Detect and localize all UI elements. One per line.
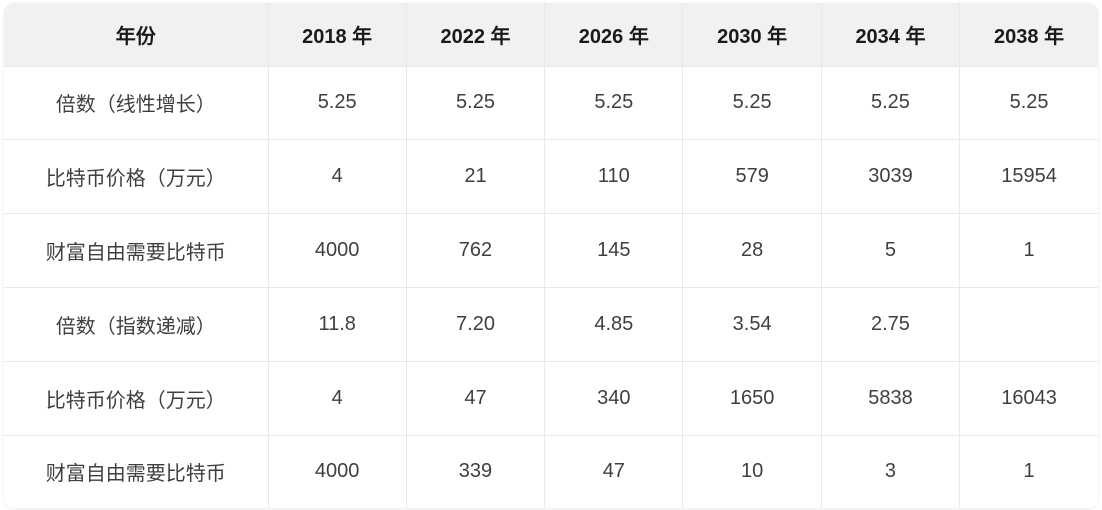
table-row-decay-multiple: 倍数（指数递减） 11.8 7.20 4.85 3.54 2.75 bbox=[4, 287, 1098, 362]
column-header-2034: 2034 年 bbox=[820, 3, 960, 66]
row-label: 比特币价格（万元） bbox=[4, 360, 268, 436]
table-cell: 28 bbox=[682, 213, 822, 288]
table-cell: 5838 bbox=[820, 360, 960, 436]
table-cell: 145 bbox=[544, 213, 683, 288]
table-cell: 5.25 bbox=[682, 65, 822, 140]
table-cell: 2.75 bbox=[820, 287, 960, 362]
table-cell: 5.25 bbox=[544, 65, 683, 140]
table-cell: 4 bbox=[267, 360, 407, 436]
table-cell: 7.20 bbox=[405, 287, 545, 362]
table-row-decay-btc-needed: 财富自由需要比特币 4000 339 47 10 3 1 bbox=[4, 434, 1098, 508]
table-row-linear-btc-needed: 财富自由需要比特币 4000 762 145 28 5 1 bbox=[4, 213, 1098, 288]
table-cell: 15954 bbox=[959, 139, 1098, 214]
table-cell: 47 bbox=[405, 360, 545, 436]
table-cell: 339 bbox=[405, 434, 545, 508]
table-cell: 10 bbox=[682, 434, 822, 508]
table-cell: 5.25 bbox=[820, 65, 960, 140]
row-label: 财富自由需要比特币 bbox=[4, 213, 268, 288]
table-cell: 3.54 bbox=[682, 287, 822, 362]
column-header-year: 年份 bbox=[4, 3, 268, 66]
table-cell: 47 bbox=[544, 434, 683, 508]
column-header-2030: 2030 年 bbox=[682, 3, 822, 66]
column-header-2026: 2026 年 bbox=[544, 3, 683, 66]
table-cell: 3039 bbox=[820, 139, 960, 214]
table-cell: 762 bbox=[405, 213, 545, 288]
table-row-decay-price: 比特币价格（万元） 4 47 340 1650 5838 16043 bbox=[4, 360, 1098, 436]
header-row: 年份 2018 年 2022 年 2026 年 2030 年 2034 年 20… bbox=[4, 3, 1098, 66]
table-cell: 1650 bbox=[682, 360, 822, 436]
table-cell: 11.8 bbox=[267, 287, 407, 362]
table-cell: 110 bbox=[544, 139, 683, 214]
table-cell: 3 bbox=[820, 434, 960, 508]
column-header-2022: 2022 年 bbox=[405, 3, 545, 66]
table-cell: 16043 bbox=[959, 360, 1098, 436]
row-label: 财富自由需要比特币 bbox=[4, 434, 268, 508]
table-row-linear-price: 比特币价格（万元） 4 21 110 579 3039 15954 bbox=[4, 139, 1098, 214]
table-cell: 4000 bbox=[267, 213, 407, 288]
table-cell: 4.85 bbox=[544, 287, 683, 362]
table-cell: 5.25 bbox=[267, 65, 407, 140]
table-cell: 579 bbox=[682, 139, 822, 214]
table-cell: 4000 bbox=[267, 434, 407, 508]
bitcoin-projection-table: 年份 2018 年 2022 年 2026 年 2030 年 2034 年 20… bbox=[4, 3, 1098, 508]
table-cell: 340 bbox=[544, 360, 683, 436]
table-cell: 21 bbox=[405, 139, 545, 214]
table-cell: 1 bbox=[959, 434, 1098, 508]
table-cell: 5 bbox=[820, 213, 960, 288]
column-header-2018: 2018 年 bbox=[267, 3, 407, 66]
row-label: 倍数（线性增长） bbox=[4, 65, 268, 140]
table-cell bbox=[959, 287, 1098, 362]
row-label: 比特币价格（万元） bbox=[4, 139, 268, 214]
data-table: 年份 2018 年 2022 年 2026 年 2030 年 2034 年 20… bbox=[4, 3, 1098, 508]
table-cell: 1 bbox=[959, 213, 1098, 288]
table-cell: 5.25 bbox=[405, 65, 545, 140]
table-cell: 5.25 bbox=[959, 65, 1098, 140]
row-label: 倍数（指数递减） bbox=[4, 287, 268, 362]
column-header-2038: 2038 年 bbox=[959, 3, 1098, 66]
table-cell: 4 bbox=[267, 139, 407, 214]
table-row-linear-multiple: 倍数（线性增长） 5.25 5.25 5.25 5.25 5.25 5.25 bbox=[4, 65, 1098, 140]
